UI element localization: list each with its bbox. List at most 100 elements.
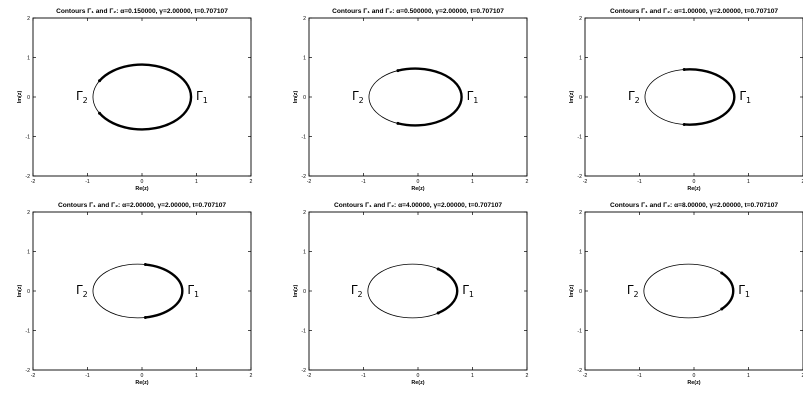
x-tick-label: 0	[693, 179, 696, 185]
y-tick-label: -2	[301, 368, 306, 374]
x-tick-label: -2	[307, 179, 312, 185]
y-axis-label: Im(z)	[569, 91, 575, 104]
y-tick-label: 1	[27, 55, 30, 61]
y-tick-label: 1	[579, 249, 582, 255]
y-axis-label: Im(z)	[293, 91, 299, 104]
gamma2-label: Γ2	[76, 89, 88, 105]
y-tick-label: 0	[579, 289, 582, 295]
contour-endpoint	[143, 315, 147, 319]
y-axis-label: Im(z)	[569, 285, 575, 298]
x-tick-label: -1	[85, 373, 90, 379]
gamma1-label: Γ1	[196, 89, 208, 105]
x-tick-label: -2	[583, 179, 588, 185]
chart-panel-6: Contours Γ₁ and Γ₂: α=8.00000, γ=2.00000…	[569, 202, 803, 386]
x-tick-label: -2	[583, 373, 588, 379]
gamma2-label: Γ2	[352, 89, 364, 105]
y-tick-label: 2	[303, 16, 306, 22]
x-tick-label: 1	[471, 373, 474, 379]
plot-frame	[308, 211, 528, 371]
gamma1-contour	[437, 267, 459, 315]
contour-endpoint	[436, 267, 440, 271]
gamma1-label: Γ1	[739, 89, 751, 105]
gamma1-contour	[721, 272, 735, 310]
x-tick-label: -1	[361, 373, 366, 379]
plot-frame	[32, 211, 252, 371]
y-tick-label: -2	[301, 174, 306, 180]
y-tick-label: 2	[27, 210, 30, 216]
y-axis-label: Im(z)	[17, 285, 23, 298]
gamma1-label: Γ1	[467, 89, 479, 105]
chart-panel-1: Contours Γ₁ and Γ₂: α=0.150000, γ=2.0000…	[17, 8, 253, 192]
contour-endpoint	[720, 271, 724, 275]
x-axis-label: Re(z)	[411, 380, 424, 386]
contour-endpoint	[98, 79, 102, 83]
x-tick-label: 0	[417, 179, 420, 185]
x-tick-label: 0	[693, 373, 696, 379]
x-tick-label: 2	[250, 179, 253, 185]
contour-endpoint	[98, 111, 102, 115]
y-tick-label: 2	[27, 16, 30, 22]
gamma1-label: Γ1	[462, 283, 474, 299]
x-axis-label: Re(z)	[411, 186, 424, 192]
y-axis-label: Im(z)	[17, 91, 23, 104]
y-tick-label: 2	[303, 210, 306, 216]
x-tick-label: 1	[747, 179, 750, 185]
contour-endpoint	[720, 307, 724, 311]
plot-frame	[308, 17, 528, 177]
gamma2-label: Γ2	[628, 89, 640, 105]
y-tick-label: 1	[27, 249, 30, 255]
x-tick-label: 2	[250, 373, 253, 379]
x-tick-label: -2	[31, 179, 36, 185]
x-tick-label: 1	[747, 373, 750, 379]
x-tick-label: 1	[471, 179, 474, 185]
y-tick-label: 0	[27, 95, 30, 101]
chart-panel-5: Contours Γ₁ and Γ₂: α=4.00000, γ=2.00000…	[293, 202, 529, 386]
gamma1-contour	[397, 67, 463, 127]
y-tick-label: -2	[577, 368, 582, 374]
x-axis-label: Re(z)	[135, 380, 148, 386]
y-tick-label: -2	[577, 174, 582, 180]
panel-title: Contours Γ₁ and Γ₂: α=4.00000, γ=2.00000…	[334, 202, 502, 209]
x-axis-label: Re(z)	[687, 186, 700, 192]
y-tick-label: 1	[303, 55, 306, 61]
gamma2-contour	[643, 263, 734, 319]
gamma1-label: Γ1	[738, 283, 750, 299]
plot-frame	[584, 17, 803, 177]
chart-panel-3: Contours Γ₁ and Γ₂: α=1.00000, γ=2.00000…	[569, 8, 803, 192]
gamma2-label: Γ2	[627, 283, 639, 299]
panel-title: Contours Γ₁ and Γ₂: α=1.00000, γ=2.00000…	[610, 8, 778, 15]
gamma1-label: Γ1	[187, 283, 199, 299]
y-tick-label: 0	[303, 289, 306, 295]
panel-title: Contours Γ₁ and Γ₂: α=0.500000, γ=2.0000…	[332, 8, 504, 15]
x-tick-label: 2	[802, 373, 803, 379]
contour-endpoint	[436, 311, 440, 315]
y-tick-label: -1	[301, 328, 306, 334]
y-tick-label: 0	[579, 95, 582, 101]
contour-endpoint	[682, 68, 686, 72]
y-tick-label: 0	[303, 95, 306, 101]
x-tick-label: 2	[526, 373, 529, 379]
gamma2-label: Γ2	[351, 283, 363, 299]
contour-endpoint	[396, 121, 400, 125]
y-tick-label: 1	[579, 55, 582, 61]
x-tick-label: 2	[802, 179, 803, 185]
x-axis-label: Re(z)	[687, 380, 700, 386]
y-tick-label: -1	[25, 328, 30, 334]
y-tick-label: -1	[577, 134, 582, 140]
panel-title: Contours Γ₁ and Γ₂: α=8.00000, γ=2.00000…	[610, 202, 778, 209]
chart-panel-4: Contours Γ₁ and Γ₂: α=2.00000, γ=2.00000…	[17, 202, 253, 386]
x-tick-label: -1	[361, 179, 366, 185]
contour-endpoint	[682, 122, 686, 126]
contour-endpoint	[396, 69, 400, 73]
contour-endpoint	[143, 263, 147, 267]
y-tick-label: -1	[25, 134, 30, 140]
y-tick-label: 2	[579, 210, 582, 216]
x-tick-label: -1	[637, 373, 642, 379]
gamma1-contour	[684, 68, 736, 126]
gamma1-contour	[145, 263, 184, 319]
x-axis-label: Re(z)	[135, 186, 148, 192]
y-tick-label: -1	[301, 134, 306, 140]
x-tick-label: 0	[141, 179, 144, 185]
y-tick-label: -2	[25, 368, 30, 374]
